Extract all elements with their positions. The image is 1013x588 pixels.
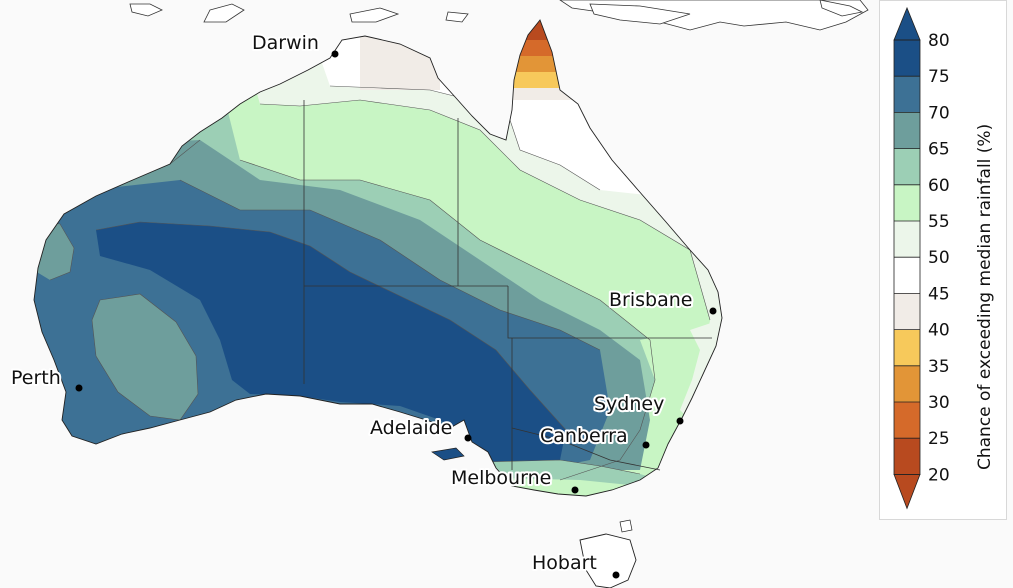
colorbar-top-arrow — [893, 6, 921, 41]
island-outline — [819, 0, 864, 17]
colorbar-band — [894, 221, 920, 258]
colorbar-tick-label: 45 — [928, 284, 950, 304]
canberra-dot — [642, 441, 650, 449]
contour-lines — [34, 85, 711, 481]
hobart-label: Hobart — [532, 552, 597, 574]
sydney-label: Sydney — [594, 393, 664, 415]
surrounding-landmasses — [129, 0, 869, 31]
colorbar-tick-label: 60 — [928, 176, 950, 196]
island-outline — [129, 3, 163, 17]
colorbar-band — [894, 402, 920, 439]
colorbar-band — [894, 257, 920, 294]
island-outline — [203, 3, 245, 23]
colorbar-tick-label: 80 — [928, 31, 950, 51]
colorbar-tick-label: 70 — [928, 103, 950, 123]
colorbar-tick-label: 65 — [928, 140, 950, 160]
colorbar-tick-label: 50 — [928, 248, 950, 268]
sa-qld-border — [507, 286, 712, 339]
legend-title: Chance of exceeding median rainfall (%) — [975, 124, 995, 470]
colorbar-band — [894, 40, 920, 77]
tasmania — [579, 533, 637, 588]
bass-strait-island — [619, 519, 633, 533]
colorbar-band — [894, 148, 920, 186]
colorbar-tick-label: 30 — [928, 393, 950, 413]
adelaide-label: Adelaide — [370, 417, 452, 439]
colorbar-tick-label: 20 — [928, 465, 950, 485]
colorbar-bottom-arrow — [893, 474, 921, 510]
darwin-label: Darwin — [252, 32, 319, 54]
colorbar-tick-label: 35 — [928, 357, 950, 377]
melbourne-label: Melbourne — [451, 467, 551, 489]
colorbar: 80 75 70 65 60 55 50 45 40 35 30 25 20 — [893, 6, 950, 510]
zone-55-60-victoria — [500, 478, 660, 496]
perth-dot — [75, 384, 83, 392]
colorbar-band — [894, 184, 920, 222]
colorbar-tick-label: 55 — [928, 212, 950, 232]
colorbar-tick-label: 25 — [928, 429, 950, 449]
colorbar-band — [894, 438, 920, 475]
island-outline — [349, 7, 400, 23]
zone-50-55-east-coast — [680, 320, 720, 418]
zone-55-60-east-coast — [640, 320, 710, 440]
colorbar-band — [894, 329, 920, 367]
state-borders — [303, 100, 712, 471]
nsw-vic-border — [511, 427, 661, 471]
hobart-dot — [612, 571, 620, 579]
island-outline — [445, 11, 469, 23]
colorbar-band — [894, 365, 920, 403]
australia-coastline — [33, 19, 723, 497]
australia-mainland — [34, 20, 722, 496]
perth-label: Perth — [11, 367, 61, 389]
zone-65-70-wa-pocket — [92, 294, 198, 420]
colorbar-band — [894, 112, 920, 150]
city-markers: Darwin Brisbane Perth Sydney Adelaide Ca… — [9, 30, 717, 579]
darwin-dot — [331, 50, 339, 58]
brisbane-label: Brisbane — [609, 289, 692, 311]
colorbar-band — [894, 76, 920, 113]
island-outline — [589, 3, 691, 25]
colorbar-band — [894, 293, 920, 331]
colorbar-tick-label: 40 — [928, 321, 950, 341]
kangaroo-island — [431, 447, 465, 461]
canberra-label: Canberra — [540, 425, 628, 447]
zone-40-45-top-end — [360, 20, 440, 90]
brisbane-dot — [709, 307, 717, 315]
adelaide-dot — [464, 434, 472, 442]
zone-75-80 — [96, 222, 566, 470]
sydney-dot — [676, 417, 684, 425]
melbourne-dot — [571, 486, 579, 494]
colorbar-tick-label: 75 — [928, 67, 950, 87]
